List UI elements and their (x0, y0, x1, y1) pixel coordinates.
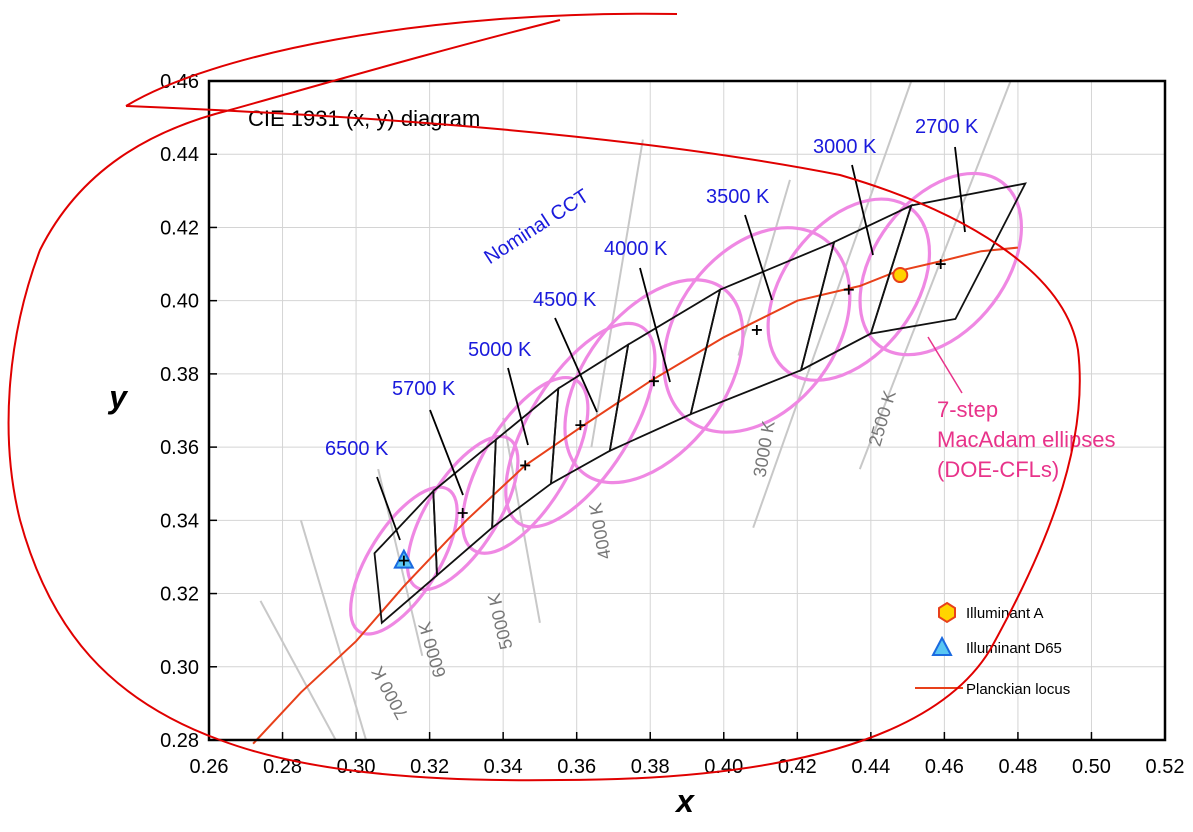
legend-illuminant-d65-marker (931, 635, 953, 656)
d65-center-mark (398, 555, 409, 566)
legend: Illuminant A Illuminant D65 Planckian lo… (915, 601, 1070, 698)
macadam-leader (927, 336, 963, 394)
x-tick-label-7: 0.40 (704, 756, 743, 778)
isotherm-line-6 (752, 81, 913, 528)
y-tick-label-2: 0.32 (160, 584, 199, 606)
x-tick-label-2: 0.30 (337, 756, 376, 778)
y-tick-label-7: 0.42 (160, 217, 199, 239)
legend-planckian-label: Planckian locus (966, 681, 1070, 698)
legend-illuminant-d65-label: Illuminant D65 (966, 640, 1062, 657)
y-tick-label-1: 0.30 (160, 657, 199, 679)
cct-label-0: 6500 K (325, 438, 389, 460)
x-tick-label-3: 0.32 (410, 756, 449, 778)
isotherm-line-3 (502, 417, 541, 624)
x-tick-label-5: 0.36 (557, 756, 596, 778)
hand-drawn-loop (7, 19, 1081, 782)
center-mark-5 (751, 324, 762, 335)
center-mark-7 (935, 259, 946, 270)
y-tick-label-5: 0.38 (160, 364, 199, 386)
macadam-label-line2: MacAdam ellipses (937, 427, 1116, 452)
x-tick-label-4: 0.34 (484, 756, 523, 778)
macadam-label-line3: (DOE-CFLs) (937, 457, 1059, 482)
legend-illuminant-a-label: Illuminant A (966, 605, 1044, 622)
illuminant-markers (393, 267, 909, 569)
hand-drawn-annotation (7, 12, 1081, 782)
tick-labels: 0.26 0.28 0.30 0.32 0.34 0.36 0.38 0.40 0.42 0.44… (160, 71, 1184, 778)
center-mark-3 (575, 420, 586, 431)
macadam-ellipse-5 (662, 226, 852, 434)
cct-label-6: 3000 K (813, 136, 877, 158)
y-axis-title: y (107, 379, 129, 415)
y-tick-label-8: 0.44 (160, 144, 199, 166)
cct-label-5: 3500 K (706, 186, 770, 208)
isotherm-line-0 (259, 600, 337, 740)
macadam-ellipse-3 (504, 321, 657, 529)
x-tick-label-6: 0.38 (631, 756, 670, 778)
isotherm-line-4 (590, 139, 644, 448)
cct-label-1: 5700 K (392, 378, 456, 400)
cct-leader-7 (954, 146, 966, 233)
cct-leader-5 (744, 214, 773, 301)
cct-leader-3 (554, 317, 598, 413)
y-tick-label-9: 0.46 (160, 71, 199, 93)
center-mark-4 (648, 376, 659, 387)
hand-drawn-top-stroke (125, 12, 678, 107)
macadam-label-line1: 7-step (937, 397, 998, 422)
center-mark-1 (457, 508, 468, 519)
cct-leader-4 (639, 267, 671, 383)
x-tick-label-13: 0.52 (1146, 756, 1185, 778)
y-tick-label-4: 0.36 (160, 437, 199, 459)
cct-leader-1 (429, 409, 464, 496)
center-mark-2 (520, 460, 531, 471)
cct-leader-0 (376, 476, 401, 541)
x-tick-label-10: 0.46 (925, 756, 964, 778)
center-mark-6 (843, 284, 854, 295)
y-tick-label-6: 0.40 (160, 291, 199, 313)
legend-illuminant-a-marker (938, 601, 956, 624)
y-tick-label-3: 0.34 (160, 510, 199, 532)
x-tick-label-12: 0.50 (1072, 756, 1111, 778)
cct-quadrangle-7 (869, 182, 1027, 335)
isotherm-line-7 (858, 81, 1012, 470)
y-tick-label-0: 0.28 (160, 730, 199, 752)
cct-label-3: 4500 K (533, 289, 597, 311)
x-tick-label-11: 0.48 (998, 756, 1037, 778)
x-axis-title: x (674, 783, 695, 819)
cct-label-4: 4000 K (604, 238, 668, 260)
x-tick-label-0: 0.26 (190, 756, 229, 778)
plot-border (207, 79, 1167, 742)
x-tick-label-9: 0.44 (851, 756, 890, 778)
cct-label-7: 2700 K (915, 116, 979, 138)
cct-leader-2 (507, 367, 529, 446)
macadam-ellipse-7 (858, 171, 1023, 357)
cct-quadrangles (373, 182, 1027, 625)
isotherm-line-1 (299, 520, 368, 740)
cct-label-2: 5000 K (468, 339, 532, 361)
illuminant-a-marker (892, 267, 909, 284)
